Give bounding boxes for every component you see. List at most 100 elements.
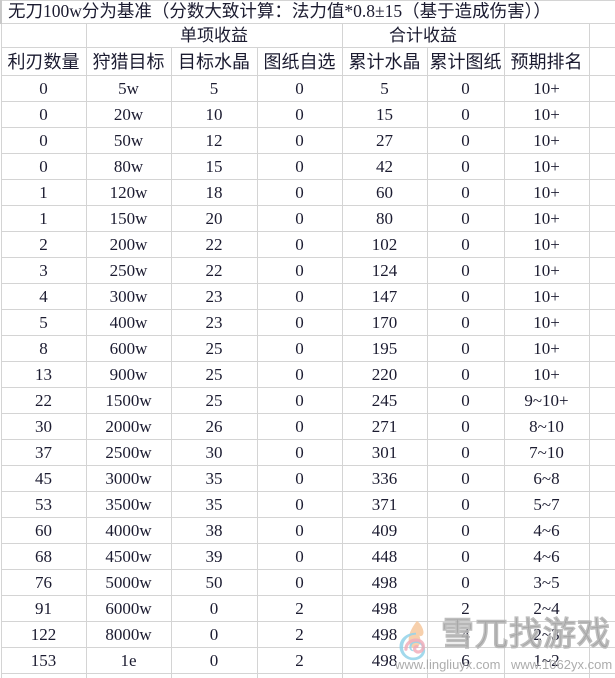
cell-blank-right (588, 75, 615, 102)
cell-cumulative-blueprint: 0 (426, 361, 505, 388)
cell-cumulative-blueprint: 4 (426, 621, 505, 648)
cell-cumulative-blueprint: 0 (426, 257, 505, 284)
cell-blank-right (588, 491, 615, 518)
cell-expected-rank: 10+ (503, 101, 590, 128)
cell-blade-count: 13 (0, 361, 87, 388)
cell-cumulative-crystal: 498 (341, 569, 428, 596)
group-header-blank-left (0, 23, 87, 48)
table-row: 3 250w 22 0 124 0 10+ (0, 257, 615, 284)
cell-expected-rank: 10+ (503, 231, 590, 258)
cell-blueprint-choice: 0 (256, 75, 343, 102)
cell-blueprint-choice: 2 (256, 595, 343, 622)
cell-cumulative-blueprint: 0 (426, 127, 505, 154)
cell-blueprint-choice: 0 (256, 465, 343, 492)
column-header-cumulative-blueprint: 累计图纸 (426, 47, 505, 76)
cell-blueprint-choice: 0 (256, 127, 343, 154)
cell-expected-rank: 10+ (503, 75, 590, 102)
cell-hunt-target: 8000w (85, 621, 172, 648)
cell-blueprint-choice: 0 (256, 569, 343, 596)
table-row: 1 120w 18 0 60 0 10+ (0, 179, 615, 206)
table-row: 2 200w 22 0 102 0 10+ (0, 231, 615, 258)
cell-target-crystal: 26 (170, 413, 258, 440)
table-row: 5 400w 23 0 170 0 10+ (0, 309, 615, 336)
cell-blade-count: 30 (0, 413, 87, 440)
cell-blueprint-choice: 0 (256, 361, 343, 388)
cell-blank-right (588, 361, 615, 388)
cell-hunt-target: 2000w (85, 413, 172, 440)
cell-blade-count: 1 (0, 205, 87, 232)
cell-blade-count: 122 (0, 621, 87, 648)
cell-blade-count: 8 (0, 335, 87, 362)
cell-hunt-target: 400w (85, 309, 172, 336)
cell-expected-rank: 10+ (503, 127, 590, 154)
cell-blade-count: 53 (0, 491, 87, 518)
table-row: 1841.2e0249881~2 (0, 673, 615, 678)
cell-blade-count: 91 (0, 595, 87, 622)
cell-blade-count: 5 (0, 309, 87, 336)
cell-target-crystal: 23 (170, 283, 258, 310)
cell-hunt-target: 250w (85, 257, 172, 284)
cell-cumulative-blueprint: 0 (426, 309, 505, 336)
cell-expected-rank: 2~3 (503, 621, 590, 648)
cell-blade-count: 4 (0, 283, 87, 310)
cell-blueprint-choice: 2 (256, 647, 343, 674)
cell-expected-rank: 8~10 (503, 413, 590, 440)
cell-cumulative-crystal: 27 (341, 127, 428, 154)
table-row: 53 3500w 35 0 371 0 5~7 (0, 491, 615, 518)
cell-blueprint-choice: 2 (256, 673, 343, 678)
cell-blueprint-choice: 0 (256, 205, 343, 232)
cell-cumulative-crystal: 336 (341, 465, 428, 492)
cell-blueprint-choice: 0 (256, 179, 343, 206)
table-row: 60 4000w 38 0 409 0 4~6 (0, 517, 615, 544)
cell-blank-right (588, 231, 615, 258)
group-header-blank-right (588, 23, 615, 48)
cell-blade-count: 184 (0, 673, 87, 678)
cell-cumulative-crystal: 220 (341, 361, 428, 388)
cell-expected-rank: 10+ (503, 335, 590, 362)
cell-expected-rank: 10+ (503, 179, 590, 206)
cell-cumulative-crystal: 498 (341, 673, 428, 678)
cell-expected-rank: 5~7 (503, 491, 590, 518)
table-row: 4 300w 23 0 147 0 10+ (0, 283, 615, 310)
table-row: 76 5000w 50 0 498 0 3~5 (0, 569, 615, 596)
cell-hunt-target: 1e (85, 647, 172, 674)
cell-target-crystal: 0 (170, 647, 258, 674)
cell-blank-right (588, 283, 615, 310)
cell-target-crystal: 35 (170, 491, 258, 518)
cell-hunt-target: 50w (85, 127, 172, 154)
cell-cumulative-blueprint: 0 (426, 387, 505, 414)
cell-cumulative-crystal: 498 (341, 621, 428, 648)
table-row: 0 50w 12 0 27 0 10+ (0, 127, 615, 154)
cell-blank-right (588, 413, 615, 440)
cell-cumulative-crystal: 498 (341, 595, 428, 622)
cell-blade-count: 0 (0, 75, 87, 102)
cell-hunt-target: 4500w (85, 543, 172, 570)
cell-blank-right (588, 569, 615, 596)
cell-blueprint-choice: 0 (256, 439, 343, 466)
cell-blank-right (588, 335, 615, 362)
cell-blank-right (588, 621, 615, 648)
cell-blade-count: 45 (0, 465, 87, 492)
cell-target-crystal: 38 (170, 517, 258, 544)
cell-cumulative-crystal: 409 (341, 517, 428, 544)
table-row: 37 2500w 30 0 301 0 7~10 (0, 439, 615, 466)
cell-blade-count: 37 (0, 439, 87, 466)
column-header-row: 利刃数量 狩猎目标 目标水晶 图纸自选 累计水晶 累计图纸 预期排名 (0, 47, 615, 76)
cell-target-crystal: 0 (170, 673, 258, 678)
cell-expected-rank: 1~2 (503, 647, 590, 674)
cell-expected-rank: 1~2 (503, 673, 590, 678)
cell-cumulative-blueprint: 0 (426, 413, 505, 440)
cell-blade-count: 2 (0, 231, 87, 258)
cell-hunt-target: 600w (85, 335, 172, 362)
cell-expected-rank: 10+ (503, 257, 590, 284)
group-header-total-gain: 合计收益 (341, 23, 505, 48)
cell-hunt-target: 1500w (85, 387, 172, 414)
cell-cumulative-crystal: 371 (341, 491, 428, 518)
cell-expected-rank: 10+ (503, 309, 590, 336)
cell-target-crystal: 25 (170, 335, 258, 362)
column-header-cumulative-crystal: 累计水晶 (341, 47, 428, 76)
cell-target-crystal: 15 (170, 153, 258, 180)
cell-cumulative-blueprint: 2 (426, 595, 505, 622)
